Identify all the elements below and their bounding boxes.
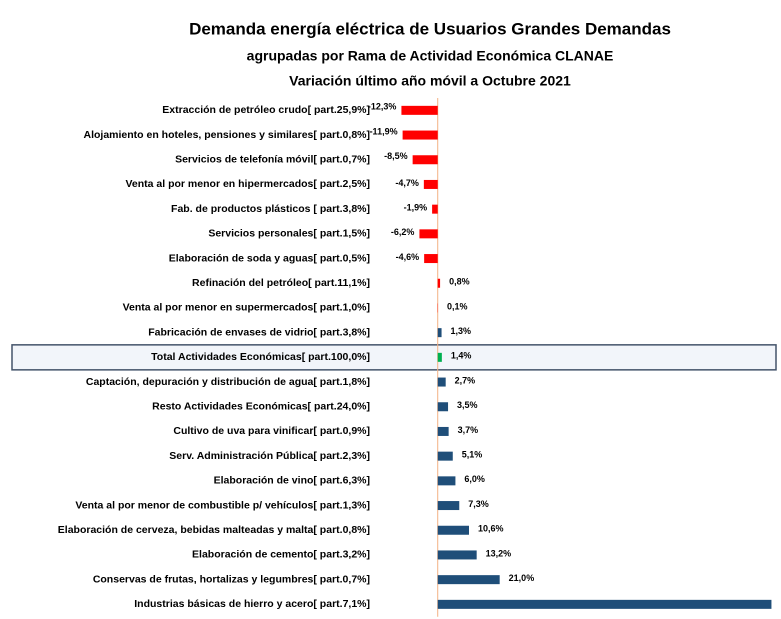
value-label: 5,1% xyxy=(462,450,483,460)
bar xyxy=(423,179,438,189)
bar xyxy=(437,525,469,535)
chart-title: Demanda energía eléctrica de Usuarios Gr… xyxy=(189,19,671,38)
category-label: Venta al por menor en supermercados[ par… xyxy=(123,302,370,314)
bar xyxy=(412,155,438,165)
bar xyxy=(432,204,438,214)
bar xyxy=(437,501,460,511)
value-label: -1,9% xyxy=(404,203,428,213)
value-label: -4,7% xyxy=(395,178,419,188)
category-label: Servicios personales[ part.1,5%] xyxy=(208,228,370,240)
value-label: 10,6% xyxy=(478,524,504,534)
value-label: -4,6% xyxy=(396,252,420,262)
category-label: Alojamiento en hoteles, pensiones y simi… xyxy=(83,129,370,141)
value-label: 7,3% xyxy=(468,499,489,509)
bar xyxy=(437,550,477,560)
category-label: Venta al por menor en hipermercados[ par… xyxy=(126,178,371,190)
value-label: 3,7% xyxy=(458,425,479,435)
value-label: -6,2% xyxy=(391,227,415,237)
category-label: Resto Actividades Económicas[ part.24,0%… xyxy=(152,401,370,413)
value-label: 1,4% xyxy=(451,351,472,361)
category-label: Elaboración de vino[ part.6,3%] xyxy=(214,475,370,487)
value-label: 2,7% xyxy=(455,375,476,385)
value-label: -11,9% xyxy=(370,126,398,136)
bar xyxy=(437,476,456,486)
category-label: Fab. de productos plásticos [ part.3,8%] xyxy=(171,203,370,215)
bar xyxy=(402,130,438,140)
category-label: Venta al por menor de combustible p/ veh… xyxy=(75,499,370,511)
value-label: 0,8% xyxy=(449,277,470,287)
value-label: 1,3% xyxy=(451,326,472,336)
value-label: -8,5% xyxy=(384,151,408,161)
bar xyxy=(437,599,772,609)
category-label: Servicios de telefonía móvil[ part.0,7%] xyxy=(175,154,370,166)
category-label: Captación, depuración y distribución de … xyxy=(86,376,370,388)
category-label: Refinación del petróleo[ part.11,1%] xyxy=(192,277,370,289)
value-label: 6,0% xyxy=(464,474,485,484)
category-label: Cultivo de uva para vinificar[ part.0,9%… xyxy=(173,425,370,437)
category-label: Fabricación de envases de vidrio[ part.3… xyxy=(148,326,370,338)
category-label: Industrias básicas de hierro y acero[ pa… xyxy=(134,598,370,610)
bar xyxy=(401,105,438,115)
bar xyxy=(437,328,442,338)
bar xyxy=(437,451,453,461)
value-label: -12,3% xyxy=(368,102,397,112)
value-label: 0,1% xyxy=(447,301,468,311)
value-label: 3,5% xyxy=(457,400,478,410)
category-label: Serv. Administración Pública[ part.2,3%] xyxy=(169,450,370,462)
category-label: Elaboración de cerveza, bebidas malteada… xyxy=(58,524,370,536)
category-label: Elaboración de soda y aguas[ part.0,5%] xyxy=(169,252,370,264)
bar xyxy=(437,402,449,412)
category-label: Extracción de petróleo crudo[ part.25,9%… xyxy=(162,104,370,116)
value-label: 13,2% xyxy=(486,548,512,558)
highlight-box xyxy=(11,344,777,371)
chart-subtitle: Variación último año móvil a Octubre 202… xyxy=(289,73,571,89)
bar xyxy=(437,352,442,362)
category-label: Conservas de frutas, hortalizas y legumb… xyxy=(93,573,370,585)
bar xyxy=(437,377,446,387)
chart-subtitle: agrupadas por Rama de Actividad Económic… xyxy=(247,48,614,64)
category-label: Elaboración de cemento[ part.3,2%] xyxy=(192,549,370,561)
category-label: Total Actividades Económicas[ part.100,0… xyxy=(151,351,370,363)
value-label: 21,0% xyxy=(509,573,535,583)
bar xyxy=(419,229,438,239)
bar xyxy=(437,278,441,288)
bar xyxy=(437,426,449,436)
bar xyxy=(424,254,438,264)
bar xyxy=(437,575,500,585)
